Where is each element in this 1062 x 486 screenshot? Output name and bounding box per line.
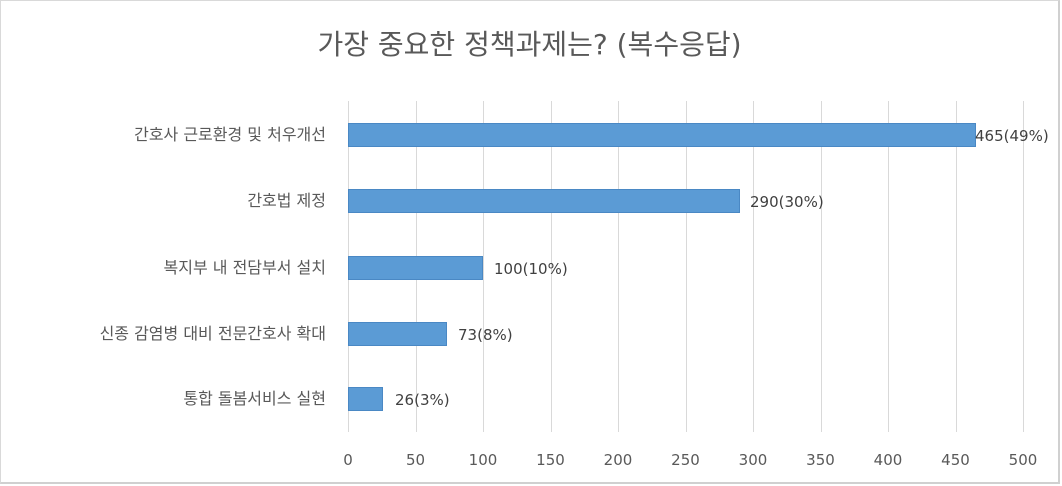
gridline [888,101,889,432]
gridline [550,101,552,432]
gridline [1023,101,1024,432]
x-tick-label: 450 [941,451,970,469]
data-label: 290(30%) [750,193,824,211]
x-tick-label: 300 [738,451,768,469]
x-tick-label: 200 [603,451,633,469]
bar [348,387,383,411]
gridline [483,101,484,432]
gridline [955,101,957,432]
category-label: 간호법 제정 [247,191,326,210]
category-label: 통합 돌봄서비스 실현 [183,389,326,408]
bar [348,256,483,280]
gridline [618,101,619,432]
x-tick-label: 400 [873,451,903,469]
data-label: 465(49%) [975,127,1049,145]
bar [348,189,740,213]
x-tick-label: 100 [468,451,498,469]
x-tick-label: 250 [671,451,700,469]
x-tick-label: 150 [536,451,565,469]
plot-area: 465(49%) 290(30%) 100(10%) 73(8%) 26(3%) [348,101,1049,432]
bar [348,123,976,147]
x-tick-label: 0 [343,451,353,469]
category-label: 간호사 근로환경 및 처우개선 [134,125,326,144]
x-tick-label: 500 [1008,451,1038,469]
category-label: 복지부 내 전담부서 설치 [163,258,326,277]
bar [348,322,447,346]
gridline [753,101,754,432]
x-tick-label: 350 [806,451,835,469]
gridline [820,101,822,432]
chart-title: 가장 중요한 정책과제는? (복수응답) [317,28,742,61]
data-label: 100(10%) [494,260,568,278]
x-tick-label: 50 [405,451,426,469]
gridline [685,101,687,432]
data-label: 73(8%) [458,326,513,344]
data-label: 26(3%) [395,391,450,409]
category-label: 신종 감염병 대비 전문간호사 확대 [99,324,326,343]
